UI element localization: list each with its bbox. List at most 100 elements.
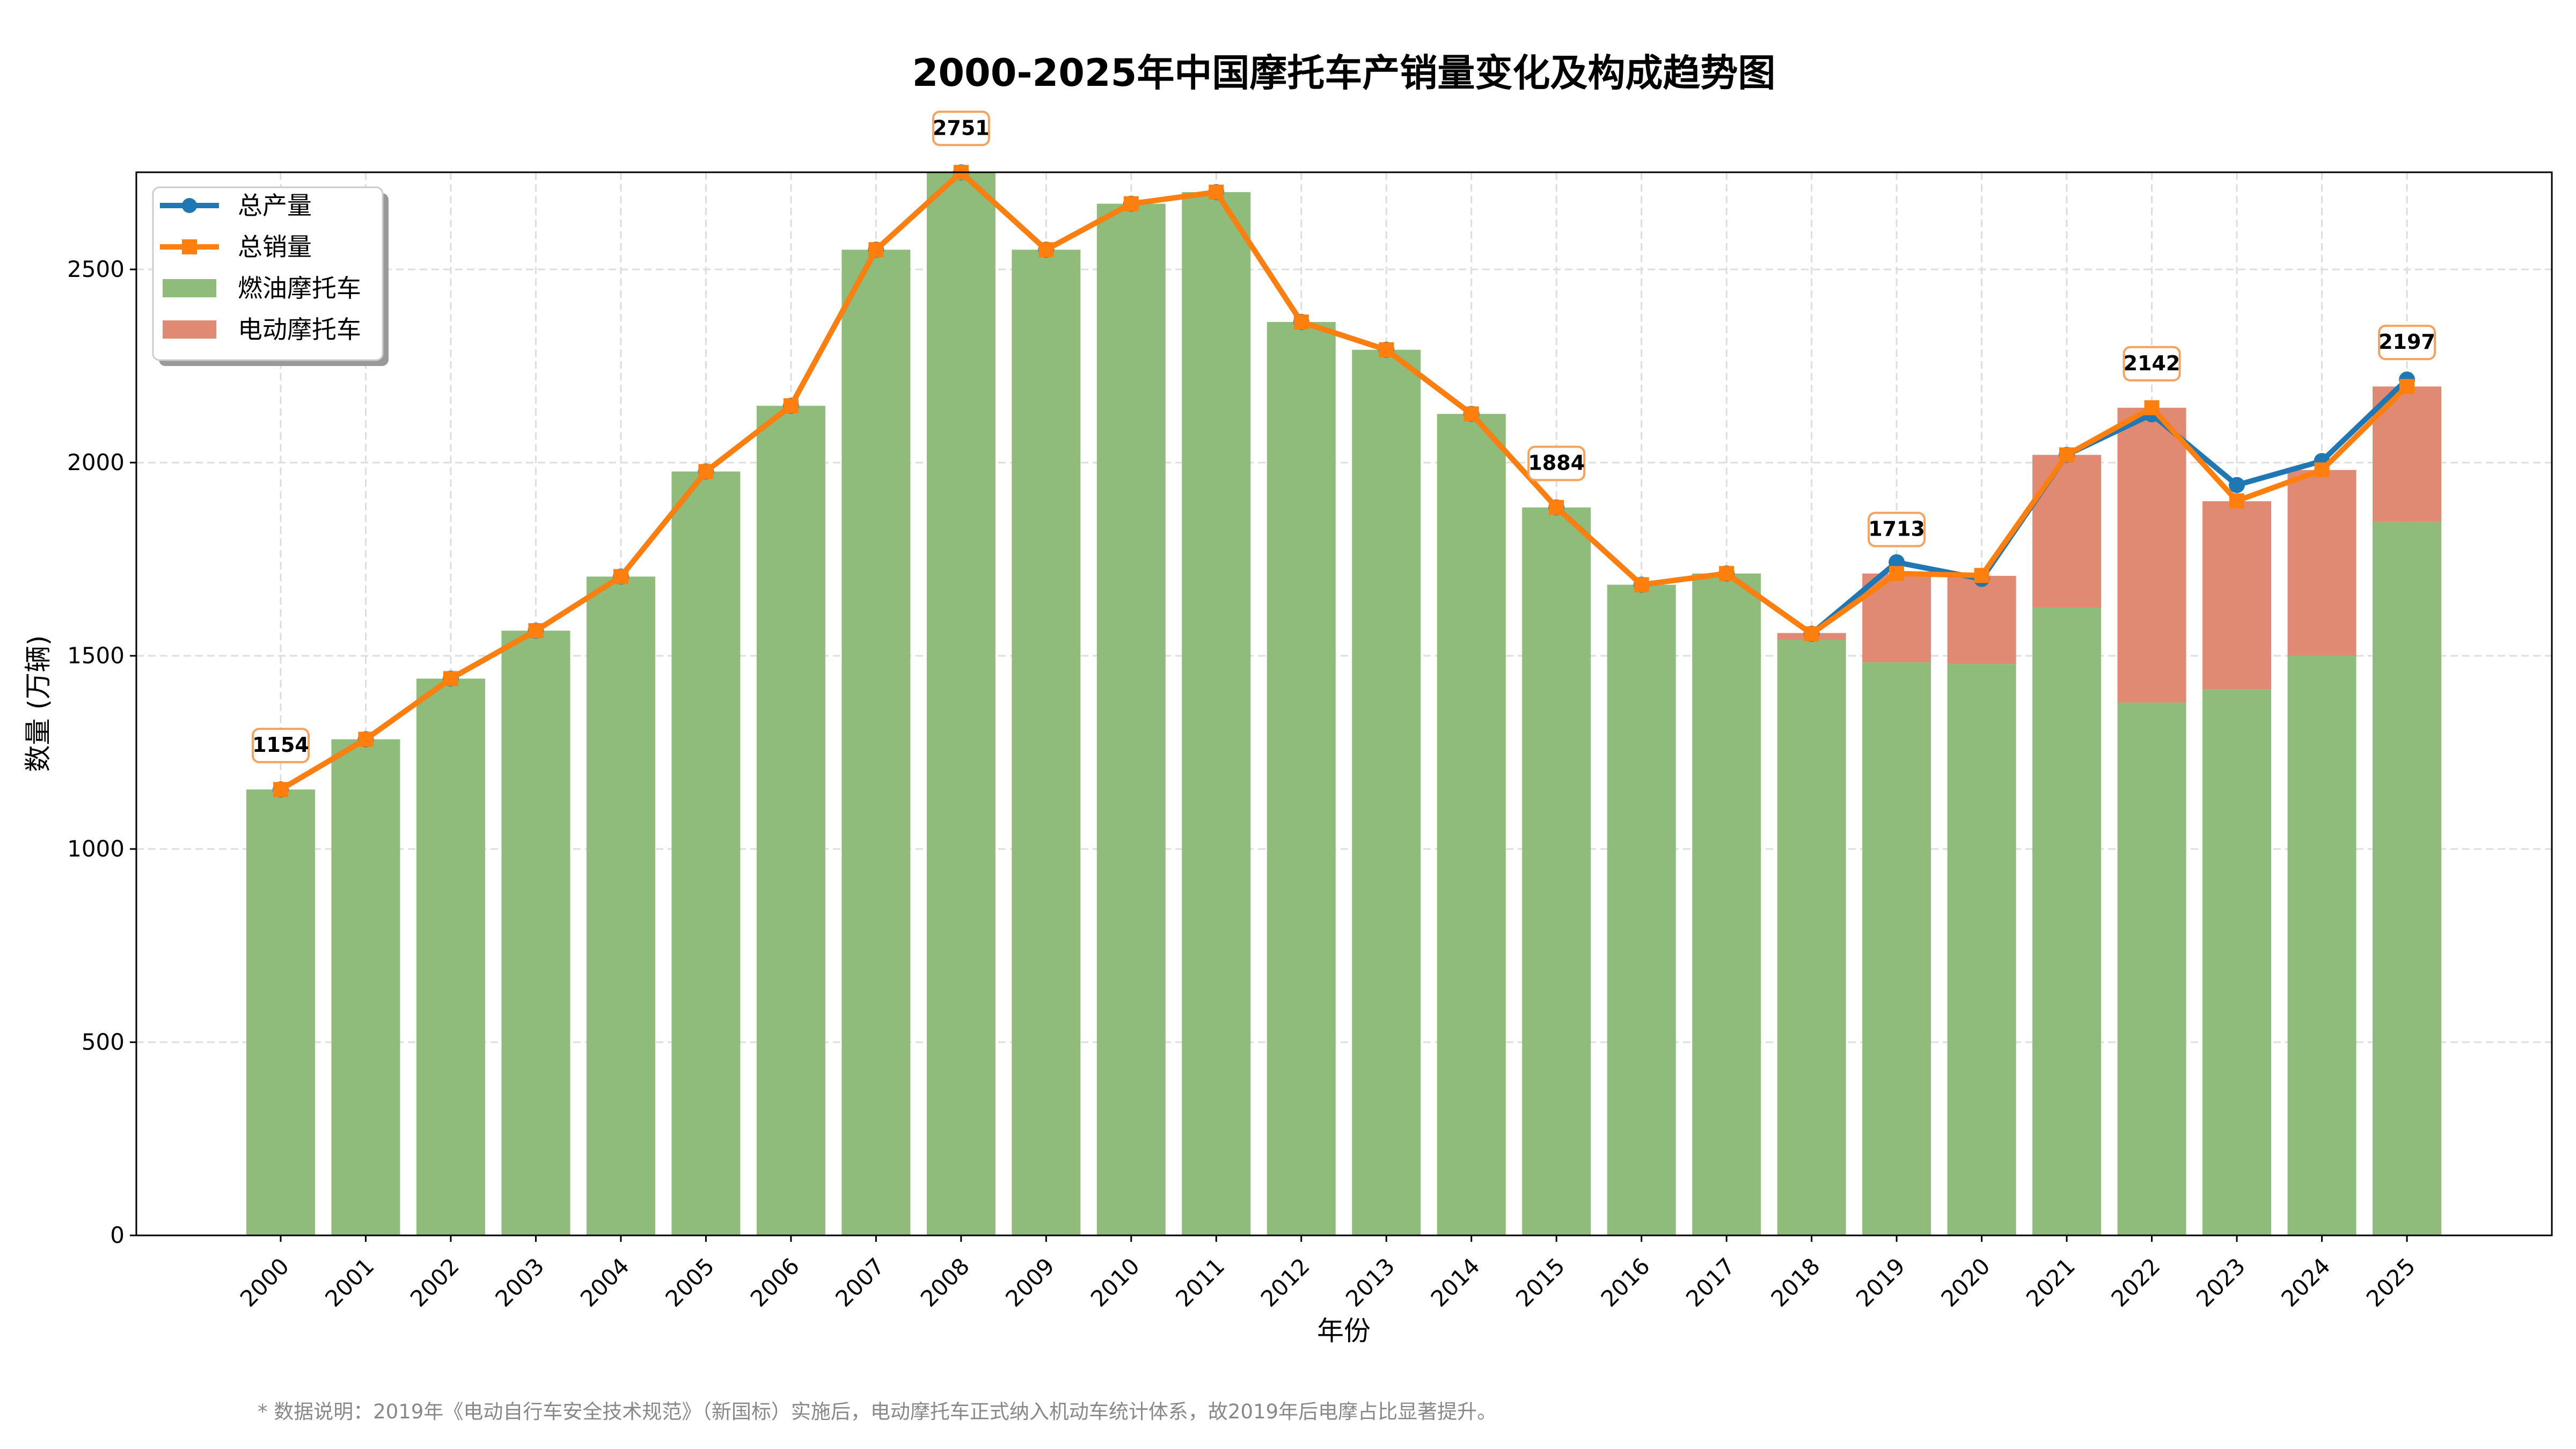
x-axis-label: 年份 [1317, 1315, 1371, 1346]
production-point [2229, 477, 2245, 493]
x-axis-ticks: 2000 2001 2002 2003 2004 2005 2006 2007 2008 2009… [235, 1235, 2420, 1312]
y-tick-label: 2000 [67, 449, 125, 475]
annotation-box [1868, 511, 1926, 547]
plot-frame [135, 171, 2553, 1236]
annotation-label: 2142 [2124, 352, 2180, 375]
x-tick-label: 2019 [1851, 1253, 1910, 1312]
annotations: 1154 2751 1884 1713 2142 2197 [252, 111, 2436, 764]
x-tick-label: 2013 [1341, 1253, 1400, 1312]
x-tick-label: 2004 [575, 1253, 634, 1312]
bar-fuel [586, 576, 655, 1235]
bar-fuel [756, 406, 825, 1236]
bar-fuel [1607, 584, 1676, 1235]
x-tick-label: 2003 [490, 1253, 549, 1312]
bar-fuel [926, 172, 996, 1235]
sales-point [1804, 626, 1819, 641]
chart-title: 2000-2025年中国摩托车产销量变化及构成趋势图 [912, 51, 1776, 95]
annotation-label: 2197 [2379, 330, 2435, 354]
sales-point [2144, 400, 2160, 415]
legend-label: 电动摩托车 [238, 315, 361, 344]
y-axis-label: 数量 (万辆) [23, 635, 54, 772]
sales-point [1038, 242, 1054, 258]
x-tick-label: 2014 [1426, 1253, 1485, 1312]
x-tick-label: 2018 [1766, 1253, 1825, 1312]
sales-point [2229, 493, 2245, 509]
x-tick-label: 2021 [2021, 1253, 2080, 1312]
sales-point [1889, 566, 1905, 581]
x-tick-label: 2011 [1170, 1253, 1230, 1312]
sales-point [528, 623, 544, 639]
annotation-label: 1884 [1528, 451, 1585, 475]
sales-point [868, 242, 884, 258]
y-tick-label: 0 [110, 1222, 125, 1248]
bar-fuel [1862, 662, 1931, 1235]
bar-fuel [1012, 250, 1081, 1235]
sales-point [1634, 577, 1649, 592]
sales-point [1974, 568, 1989, 583]
x-tick-label: 2024 [2276, 1253, 2335, 1312]
sales-point [2059, 447, 2075, 463]
x-tick-label: 2015 [1511, 1253, 1570, 1312]
bar-fuel [1692, 573, 1761, 1235]
x-tick-label: 2017 [1681, 1253, 1740, 1312]
annotation-label: 1713 [1868, 517, 1925, 541]
sales-point [2399, 379, 2414, 394]
bar-fuel [1182, 192, 1251, 1235]
x-tick-label: 2025 [2361, 1253, 2420, 1312]
footnote: * 数据说明：2019年《电动自行车安全技术规范》（新国标）实施后，电动摩托车正… [258, 1400, 1497, 1423]
bar-fuel [2032, 608, 2102, 1235]
bar-fuel [671, 471, 741, 1235]
sales-point [1549, 500, 1564, 515]
bar-electric [2202, 501, 2272, 690]
annotation-box [2123, 346, 2181, 382]
bar-fuel [331, 739, 400, 1235]
sales-point [358, 731, 374, 747]
bar-fuel [841, 250, 911, 1235]
y-axis-ticks: 0 500 1000 1500 2000 2500 [67, 256, 136, 1248]
x-tick-label: 2022 [2106, 1253, 2165, 1312]
bar-fuel [246, 789, 315, 1235]
sales-point [1293, 314, 1309, 330]
x-tick-label: 2023 [2191, 1253, 2250, 1312]
bar-fuel [2202, 689, 2272, 1235]
annotation-label: 2751 [933, 116, 990, 140]
bar-fuel [501, 631, 570, 1235]
y-tick-label: 1500 [67, 642, 125, 669]
bar-fuel [1267, 321, 1336, 1236]
x-tick-label: 2000 [235, 1253, 294, 1312]
sales-point [1209, 185, 1224, 200]
bar-fuel [1437, 414, 1506, 1235]
sales-point [613, 569, 628, 584]
annotation-box [1527, 445, 1586, 481]
bar-electric [2117, 407, 2186, 703]
x-tick-label: 2006 [745, 1253, 804, 1312]
sales-line [279, 170, 2409, 792]
sales-point [1379, 342, 1394, 357]
sales-point [783, 398, 799, 414]
y-tick-label: 500 [82, 1029, 125, 1055]
bar-fuel [2373, 522, 2441, 1235]
y-tick-label: 1000 [67, 836, 125, 862]
annotation-label: 1154 [252, 733, 309, 757]
sales-point [698, 464, 714, 479]
bar-electric [1947, 575, 2016, 664]
legend-electric-swatch [163, 320, 216, 339]
sales-point [1719, 566, 1735, 581]
sales-point [443, 671, 458, 686]
x-tick-label: 2012 [1256, 1253, 1315, 1312]
bar-fuel [1096, 203, 1166, 1236]
x-tick-label: 2007 [830, 1253, 889, 1312]
lines [273, 164, 2415, 798]
bar-electric [2287, 470, 2357, 656]
x-tick-label: 2008 [916, 1253, 975, 1312]
bars [246, 172, 2441, 1236]
legend-label: 燃油摩托车 [238, 274, 361, 303]
legend-circle-marker [182, 198, 197, 213]
x-tick-label: 2009 [1000, 1253, 1059, 1312]
x-tick-label: 2016 [1596, 1253, 1655, 1312]
grid [136, 172, 2552, 1236]
bar-fuel [2287, 656, 2357, 1235]
x-tick-label: 2005 [660, 1253, 719, 1312]
